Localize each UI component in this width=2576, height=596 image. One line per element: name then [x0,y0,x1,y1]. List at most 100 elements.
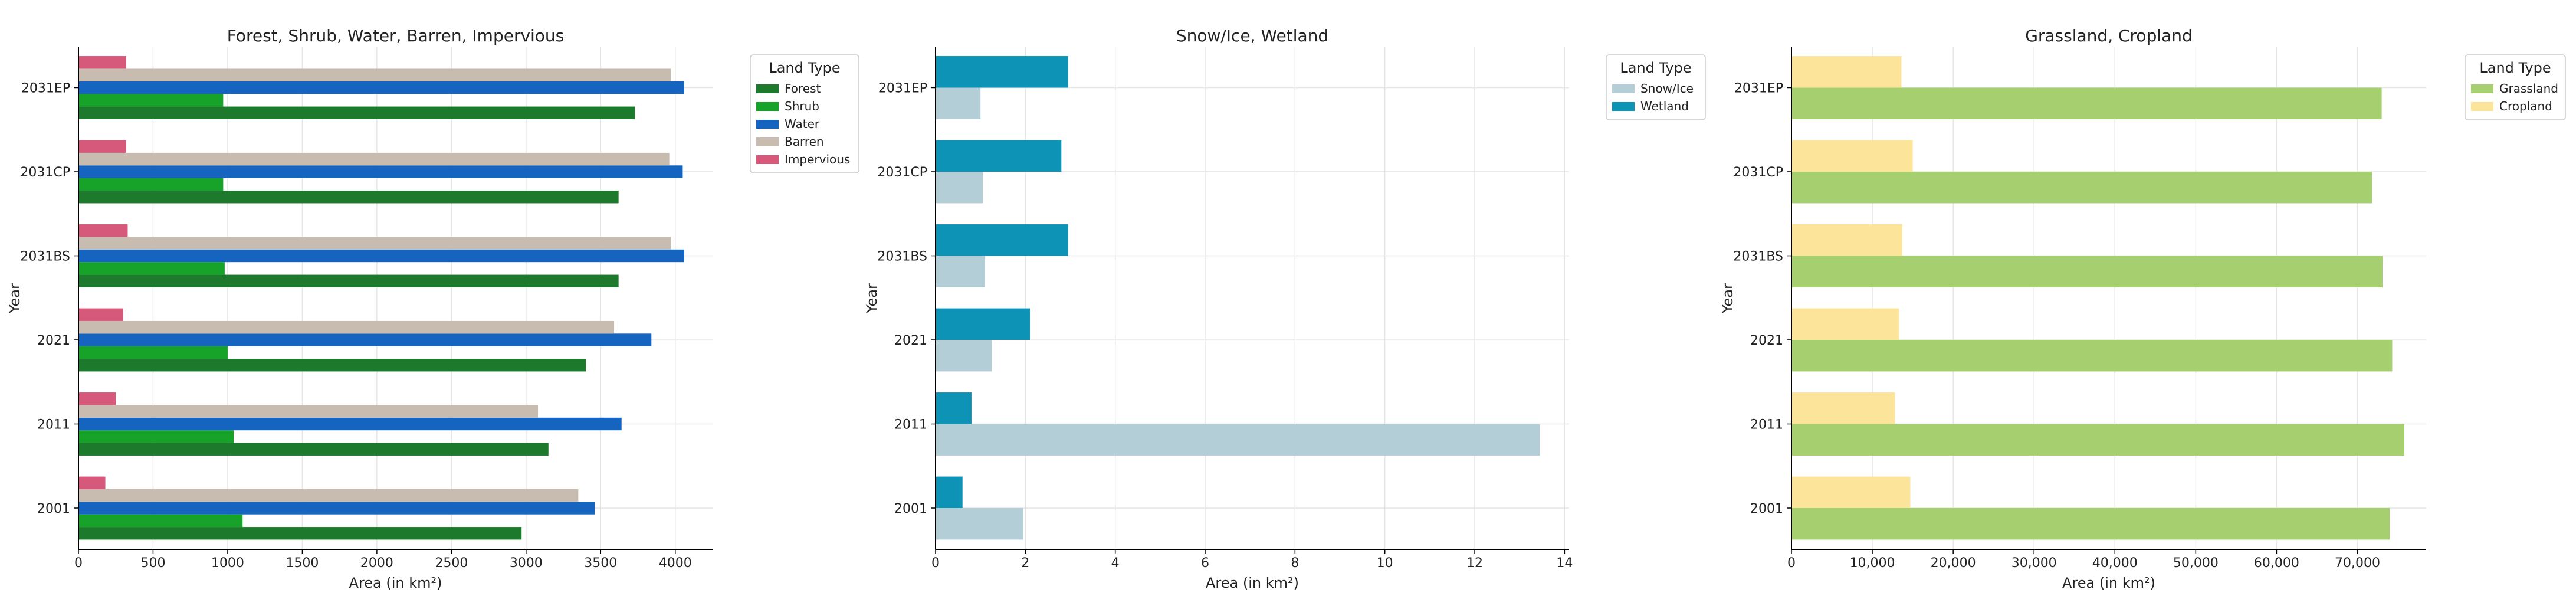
bar [78,320,615,334]
x-tick-label: 0 [1787,556,1796,571]
y-tick-label: 2031CP [20,165,70,180]
bar [1791,308,1899,340]
chart-title: Snow/Ice, Wetland [1176,26,1328,45]
y-tick-label: 2011 [1750,418,1783,433]
legend-label: Shrub [785,99,819,113]
bar [1791,172,2372,204]
y-axis-label: Year [864,283,880,314]
y-tick-label: 2021 [894,333,927,348]
bar [78,106,635,119]
bar [78,152,670,166]
y-tick-label: 2001 [37,502,70,516]
legend-label: Wetland [1640,99,1689,113]
bar [936,340,992,372]
legend-swatch [2471,102,2493,111]
bar [78,476,106,489]
bar [78,514,243,528]
bar [78,178,224,191]
bar [936,476,963,508]
y-tick-label: 2031BS [20,250,70,264]
bar [1791,224,1902,256]
bar [78,527,522,540]
bar [78,392,116,405]
y-tick-label: 2031CP [877,165,927,180]
y-tick-label: 2031EP [1734,81,1783,96]
bar [78,443,549,456]
bar [1791,424,2404,456]
bar [1791,476,1911,508]
x-tick-label: 60,000 [2254,556,2299,571]
x-tick-label: 8 [1291,556,1299,571]
bar [78,502,595,515]
x-tick-label: 1500 [286,556,319,571]
x-tick-label: 0 [931,556,940,571]
y-tick-label: 2001 [894,502,927,516]
bar [1791,340,2393,372]
y-tick-label: 2021 [1750,333,1783,348]
x-axis-label: Area (in km²) [1206,575,1299,591]
bar [1791,392,1895,424]
x-tick-label: 500 [140,556,165,571]
bar [78,430,234,443]
bar [1791,256,2383,287]
bar [78,68,671,81]
bar [936,56,1068,88]
x-axis-label: Area (in km²) [349,575,442,591]
bar [78,417,622,431]
bar [78,191,619,204]
x-tick-label: 3000 [510,556,543,571]
x-tick-label: 40,000 [2092,556,2138,571]
bar [1791,56,1902,88]
y-tick-label: 2031BS [877,250,927,264]
bar [78,237,671,250]
legend-label: Barren [785,135,824,149]
chart-title: Grassland, Cropland [2025,26,2193,45]
x-tick-label: 1000 [211,556,244,571]
legend-label: Forest [785,81,821,96]
legend-label: Water [785,117,820,131]
bar [78,140,126,153]
y-tick-label: 2001 [1750,502,1783,516]
x-tick-label: 6 [1201,556,1209,571]
y-tick-label: 2021 [37,333,70,348]
legend-label: Snow/Ice [1640,81,1694,96]
bar [78,81,684,94]
bar [936,140,1062,172]
x-tick-label: 14 [1556,556,1573,571]
legend-swatch [756,155,779,164]
bar [78,262,225,275]
x-tick-label: 4000 [659,556,692,571]
legend-swatch [756,84,779,93]
legend-swatch [2471,84,2493,93]
bar [78,94,224,107]
legend: Land Type Snow/Ice Wetland [1606,54,1706,120]
x-tick-label: 3500 [584,556,617,571]
legend-title: Land Type [1620,60,1691,76]
y-tick-label: 2011 [894,418,927,433]
legend-title: Land Type [769,60,840,76]
bar [1791,508,2390,540]
bar [936,224,1068,256]
legend-label: Impervious [785,152,850,166]
bar [78,224,128,237]
bar [936,424,1540,456]
bar [78,405,539,418]
bar [1791,140,1913,172]
chart-panel-1: 0 500 1000 1500 2000 2500 3000 3500 4000 2001 2011… [6,26,859,591]
y-tick-label: 2031BS [1733,250,1783,264]
chart-panel-3: 0 10,000 20,000 30,000 40,000 50,000 60,000 70,… [1719,26,2566,591]
y-tick-label: 2031EP [21,81,70,96]
x-tick-label: 4 [1111,556,1120,571]
x-tick-label: 50,000 [2173,556,2219,571]
x-tick-label: 10,000 [1850,556,1895,571]
legend-label: Cropland [2499,99,2552,113]
x-tick-label: 2000 [360,556,393,571]
bar [78,165,683,178]
y-axis-label: Year [6,283,23,314]
bar [78,249,684,263]
chart-title: Forest, Shrub, Water, Barren, Impervious [227,26,565,45]
x-tick-label: 30,000 [2011,556,2057,571]
y-tick-label: 2011 [37,418,70,433]
legend-label: Grassland [2499,81,2558,96]
x-tick-label: 12 [1466,556,1483,571]
